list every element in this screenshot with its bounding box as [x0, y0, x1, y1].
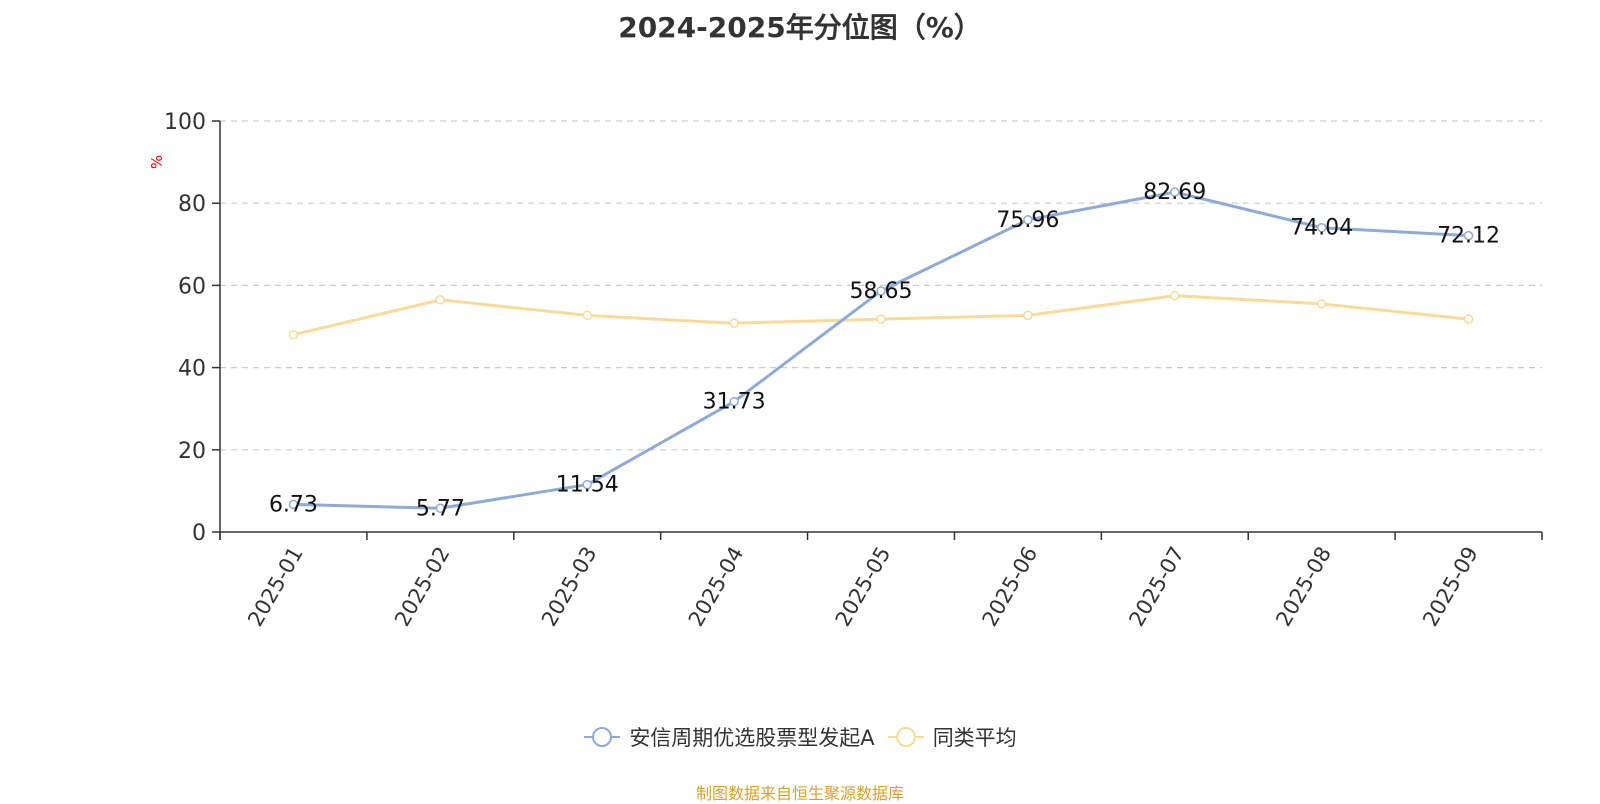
y-tick-label: 40: [178, 357, 206, 382]
data-point-series-1: [876, 286, 886, 296]
data-point-series-2: [582, 310, 592, 321]
x-tick-label: 2025-09: [1418, 543, 1483, 631]
data-point-series-2: [1023, 310, 1033, 321]
legend-label-series-1: 安信周期优选股票型发起A: [629, 726, 875, 750]
y-tick-label: 60: [178, 274, 206, 299]
x-tick-label: 2025-03: [537, 543, 602, 631]
x-tick-label: 2025-06: [978, 543, 1043, 631]
data-point-series-1: [288, 499, 299, 510]
data-label: 11.54: [556, 473, 619, 498]
data-label: 72.12: [1437, 224, 1500, 249]
data-label: 31.73: [703, 390, 766, 415]
data-point-series-2: [288, 329, 299, 340]
data-label: 58.65: [850, 279, 913, 304]
y-tick-label: 80: [178, 192, 206, 217]
data-point-series-2: [435, 295, 446, 305]
data-point-series-1: [729, 396, 739, 407]
x-tick-label: 2025-05: [831, 543, 896, 631]
data-point-series-1: [1463, 230, 1474, 241]
data-label: 5.77: [416, 496, 465, 521]
x-tick-label: 2025-07: [1124, 543, 1189, 631]
y-tick-label: 0: [192, 521, 206, 546]
data-point-series-2: [1463, 314, 1474, 324]
y-axis-title: %: [148, 155, 166, 169]
y-tick-label: 100: [164, 110, 206, 135]
chart-title: 2024-2025年分位图（%）: [618, 11, 982, 44]
legend-line-circle-icon: [583, 727, 621, 747]
source-note: 制图数据来自恒生聚源数据库: [695, 784, 904, 803]
data-point-series-1: [582, 479, 592, 490]
data-point-series-1: [1023, 215, 1033, 225]
data-point-series-1: [1170, 187, 1180, 197]
x-tick-label: 2025-04: [684, 543, 749, 631]
legend-line-circle-icon: [887, 727, 925, 747]
y-tick-label: 20: [178, 439, 206, 464]
legend-item-series-1[interactable]: 安信周期优选股票型发起A: [583, 722, 875, 752]
data-point-series-2: [1316, 299, 1327, 309]
data-point-series-2: [1170, 290, 1180, 301]
data-point-series-1: [435, 503, 446, 514]
data-label: 82.69: [1143, 180, 1206, 205]
legend-label-series-2: 同类平均: [932, 726, 1017, 750]
data-label: 74.04: [1290, 216, 1353, 241]
data-label: 6.73: [269, 492, 318, 517]
x-tick-label: 2025-01: [243, 543, 308, 631]
x-tick-label: 2025-02: [390, 543, 455, 631]
data-point-series-2: [876, 314, 886, 324]
x-tick-label: 2025-08: [1271, 543, 1336, 631]
data-point-series-2: [729, 318, 739, 328]
data-label: 75.96: [996, 208, 1059, 233]
chart-legend: 安信周期优选股票型发起A 同类平均: [0, 722, 1600, 752]
data-point-series-1: [1316, 222, 1327, 233]
legend-item-series-2[interactable]: 同类平均: [887, 722, 1017, 752]
